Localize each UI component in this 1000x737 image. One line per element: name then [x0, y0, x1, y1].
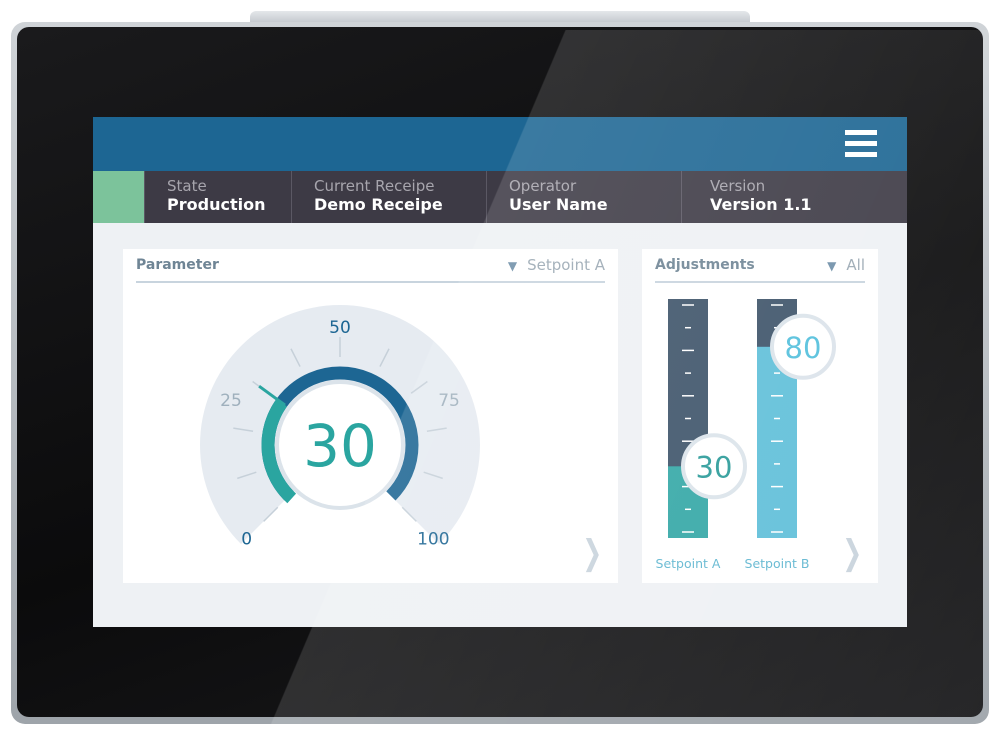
gauge-tick	[401, 506, 417, 522]
info-bar: State Production Current Receipe Demo Rece…	[93, 171, 907, 223]
parameter-panel-header: Parameter ▼ Setpoint A	[136, 256, 605, 283]
gauge-tick-label: 0	[241, 529, 252, 549]
gauge[interactable]: 0 25 50 75 100 30	[123, 283, 618, 583]
next-chevron-icon[interactable]: ❯	[841, 533, 862, 573]
panel-title: Adjustments	[655, 257, 755, 273]
parameter-dropdown[interactable]: ▼ Setpoint A	[508, 256, 605, 274]
bar-handle[interactable]	[681, 433, 747, 500]
panel-title: Parameter	[136, 257, 219, 273]
gauge-tick	[237, 471, 257, 480]
bar-handle[interactable]	[770, 313, 836, 380]
adjustments-panel: Adjustments ▼ All 30 Setpoint A 80 Setpoint …	[642, 249, 878, 583]
gauge-tick	[410, 380, 428, 394]
bar-label: Setpoint A	[656, 556, 721, 571]
gauge-tick-label: 100	[417, 529, 449, 549]
gauge-tick	[233, 427, 254, 432]
adjustments-panel-header: Adjustments ▼ All	[655, 256, 865, 283]
dropdown-arrow-icon: ▼	[827, 259, 837, 273]
info-operator: Operator User Name	[486, 171, 681, 223]
bar-label: Setpoint B	[745, 556, 810, 571]
next-chevron-icon[interactable]: ❯	[581, 533, 602, 573]
dropdown-value: Setpoint A	[527, 256, 605, 274]
gauge-center	[279, 384, 401, 506]
gauge-tick	[426, 427, 447, 432]
gauge-value: 30	[303, 412, 377, 480]
state-indicator	[93, 171, 144, 223]
info-label: Version	[710, 177, 766, 195]
adjustments-dropdown[interactable]: ▼ All	[827, 256, 865, 274]
info-value: User Name	[509, 195, 608, 214]
dropdown-value: All	[846, 256, 865, 274]
bar-value: 30	[696, 450, 733, 484]
hamburger-menu-icon[interactable]	[845, 130, 877, 158]
info-label: Current Receipe	[314, 177, 435, 195]
gauge-tick	[263, 506, 279, 522]
gauge-value-arc	[261, 398, 297, 504]
info-label: State	[167, 177, 207, 195]
top-bar	[93, 117, 907, 171]
gauge-needle	[258, 385, 286, 407]
gauge-tick	[290, 348, 301, 367]
info-value: Production	[167, 195, 266, 214]
info-recipe: Current Receipe Demo Receipe	[291, 171, 486, 223]
bar-value: 80	[785, 331, 822, 365]
info-state: State Production	[144, 171, 291, 223]
gauge-tick-label: 25	[220, 391, 242, 411]
gauge-tick-label: 50	[329, 318, 351, 338]
info-version: Version Version 1.1	[681, 171, 907, 223]
info-label: Operator	[509, 177, 577, 195]
gauge-tick	[379, 348, 390, 367]
hmi-screen: State Production Current Receipe Demo Rece…	[93, 117, 907, 627]
bar-fill	[757, 346, 797, 538]
adjustment-bars: 30 Setpoint A 80 Setpoint B	[656, 299, 836, 571]
info-value: Version 1.1	[710, 195, 812, 214]
dropdown-arrow-icon: ▼	[507, 259, 518, 273]
parameter-panel: Parameter ▼ Setpoint A 0 25 50 75 100 30 ❯	[123, 249, 618, 583]
info-value: Demo Receipe	[314, 195, 443, 214]
gauge-tick-label: 75	[438, 391, 460, 411]
gauge-tick	[423, 471, 443, 480]
